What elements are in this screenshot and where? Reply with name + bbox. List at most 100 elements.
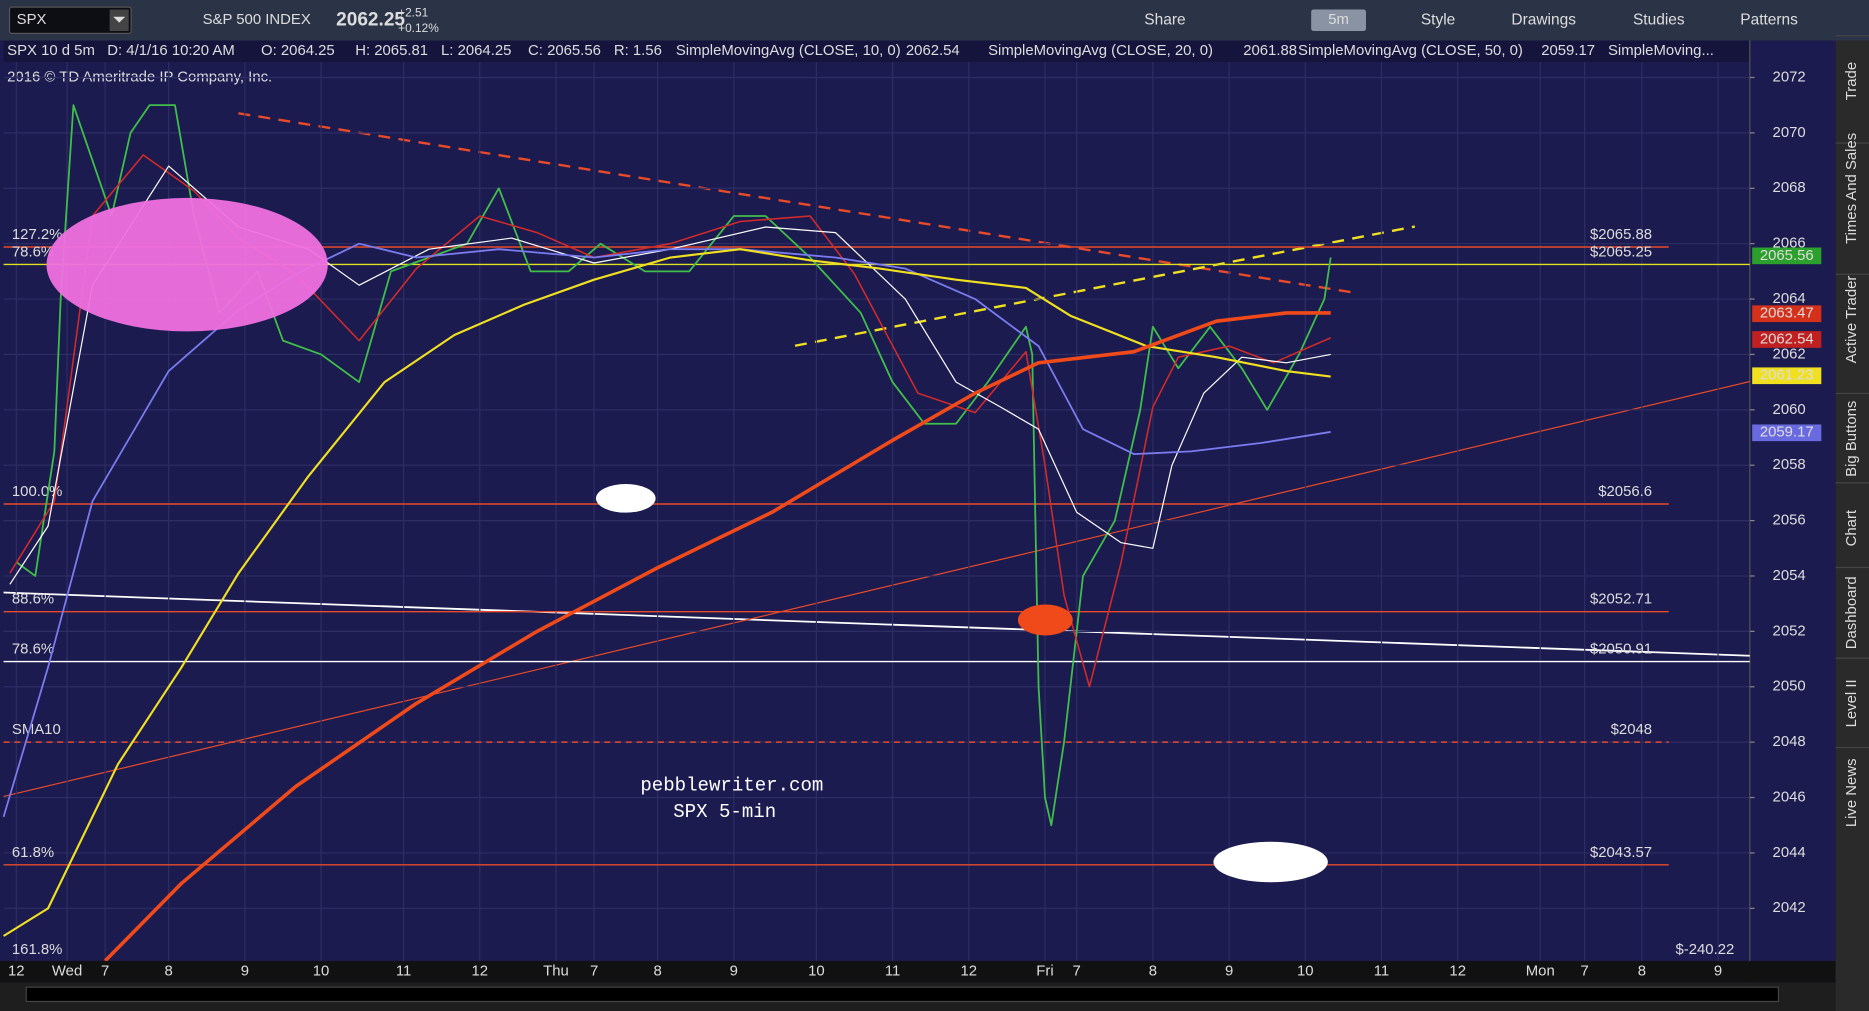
study-value: 2059.17 (1541, 43, 1595, 59)
highlight-ellipse[interactable] (1213, 841, 1328, 883)
highlight-ellipse[interactable] (595, 484, 656, 513)
x-tick-label: Fri (1036, 964, 1053, 980)
x-tick-label: Wed (52, 964, 82, 980)
level-left-label: 78.6% (12, 244, 54, 260)
x-tick-label: 12 (8, 964, 25, 980)
price-badge (1752, 367, 1822, 385)
price-badge-label: 2063.47 (1760, 306, 1814, 322)
level-right-label: $2065.25 (1590, 244, 1652, 260)
level-left-label: 127.2% (12, 227, 63, 243)
watermark: pebblewriter.com (640, 775, 823, 797)
y-tick-label: 2062 (1773, 346, 1806, 362)
x-tick-label: 12 (960, 964, 977, 980)
x-tick-label: 8 (1149, 964, 1157, 980)
level-left-label: SMA10 (12, 722, 61, 738)
side-corner (1835, 0, 1869, 41)
change-pct: +0.12% (398, 21, 439, 35)
side-tab[interactable]: Big Buttons (1844, 401, 1860, 477)
y-tick-label: 2044 (1773, 845, 1806, 861)
series-line (15, 104, 1332, 827)
level-left-label: 78.6% (12, 642, 54, 658)
y-tick-label: 2054 (1773, 568, 1806, 584)
level-left-label: 100.0% (12, 484, 63, 500)
side-tab[interactable]: Times And Sales (1844, 133, 1860, 244)
trend-line[interactable] (238, 112, 1351, 294)
trend-line[interactable] (794, 225, 1416, 347)
interval-button[interactable] (1311, 9, 1366, 31)
side-panel (1835, 40, 1869, 1011)
y-tick-label: 2060 (1773, 402, 1806, 418)
trend-line[interactable] (3, 591, 1750, 657)
y-tick-label: 2052 (1773, 623, 1806, 639)
change: +2.51 (398, 5, 429, 19)
y-tick-label: 2070 (1773, 125, 1806, 141)
symbol[interactable]: SPX (17, 12, 47, 28)
interval[interactable]: 5m (1328, 12, 1349, 28)
toolbar (0, 0, 1869, 41)
studies-button[interactable]: Studies (1633, 11, 1685, 28)
price-badge-label: 2061.23 (1760, 368, 1814, 384)
x-tick-label: 9 (1714, 964, 1722, 980)
y-tick-label: 2046 (1773, 789, 1806, 805)
header-high: H: 2065.81 (355, 43, 428, 59)
x-tick-label: 7 (590, 964, 598, 980)
x-tick-label: 7 (101, 964, 109, 980)
side-tab[interactable]: Trade (1844, 62, 1860, 100)
x-axis-bar (0, 960, 1836, 983)
study-name: SimpleMovingAvg (CLOSE, 10, 0) (676, 43, 901, 59)
x-tick-label: Thu (543, 964, 569, 980)
side-tab[interactable]: Chart (1844, 509, 1860, 546)
trend-line[interactable] (3, 380, 1750, 797)
level-left-label: 61.8% (12, 845, 54, 861)
study-value: 2062.54 (906, 43, 960, 59)
highlight-ellipse[interactable] (1017, 604, 1073, 636)
scrollbar[interactable] (25, 986, 1780, 1003)
drawings-button[interactable]: Drawings (1511, 11, 1576, 28)
y-tick-label: 2056 (1773, 513, 1806, 529)
level-right-label: $2048 (1611, 722, 1652, 738)
y-tick-label: 2042 (1773, 900, 1806, 916)
price-badge (1752, 247, 1822, 265)
x-tick-label: 7 (1073, 964, 1081, 980)
series-line (103, 311, 1331, 963)
x-tick-label: 9 (241, 964, 249, 980)
header-low: L: 2064.25 (441, 43, 511, 59)
level-right-label: $2065.88 (1590, 227, 1652, 243)
price-badge (1752, 424, 1822, 442)
header-row (3, 40, 1750, 62)
x-tick-label: 12 (472, 964, 489, 980)
side-tab[interactable]: Dashboard (1844, 576, 1860, 649)
price-badge-label: 2065.56 (1760, 248, 1814, 264)
y-tick-label: 2048 (1773, 734, 1806, 750)
level-left-label: 88.6% (12, 592, 54, 608)
side-tab[interactable]: Live News (1844, 758, 1860, 827)
symbol-box[interactable] (8, 6, 132, 34)
side-tab[interactable]: Level II (1844, 679, 1860, 727)
dropdown-arrow (113, 16, 126, 23)
patterns-button[interactable]: Patterns (1740, 11, 1798, 28)
level-right-label: $2043.57 (1590, 845, 1652, 861)
level-right-label: $-240.22 (1676, 942, 1735, 958)
y-tick-label: 2064 (1773, 291, 1806, 307)
share-button[interactable]: Share (1144, 11, 1185, 28)
x-tick-label: 9 (730, 964, 738, 980)
x-tick-label: 12 (1449, 964, 1466, 980)
x-tick-label: 8 (653, 964, 661, 980)
y-tick-label: 2050 (1773, 679, 1806, 695)
level-right-label: $2050.91 (1590, 642, 1652, 658)
description: S&P 500 INDEX (203, 12, 311, 28)
header-close: C: 2065.56 (528, 43, 601, 59)
side-tab[interactable]: Active Trader (1844, 276, 1860, 364)
highlight-ellipse[interactable] (46, 197, 328, 332)
price-badge-label: 2062.54 (1760, 331, 1814, 347)
x-tick-label: 10 (313, 964, 330, 980)
last-price: 2062.25 (336, 9, 405, 30)
study-name: SimpleMoving... (1608, 43, 1714, 59)
study-name: SimpleMovingAvg (CLOSE, 50, 0) (1298, 43, 1523, 59)
x-tick-label: 9 (1225, 964, 1233, 980)
study-name: SimpleMovingAvg (CLOSE, 20, 0) (988, 43, 1213, 59)
header-chart: SPX 10 d 5m (7, 43, 95, 59)
style-button[interactable]: Style (1421, 11, 1455, 28)
